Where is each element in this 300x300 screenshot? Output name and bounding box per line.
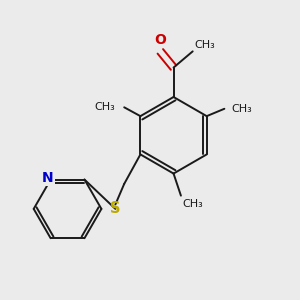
Text: CH₃: CH₃ — [182, 199, 203, 208]
Text: CH₃: CH₃ — [232, 104, 253, 114]
Text: CH₃: CH₃ — [94, 102, 116, 112]
Text: O: O — [154, 33, 166, 47]
Text: S: S — [110, 201, 121, 216]
Text: CH₃: CH₃ — [194, 40, 215, 50]
Text: N: N — [42, 171, 53, 185]
